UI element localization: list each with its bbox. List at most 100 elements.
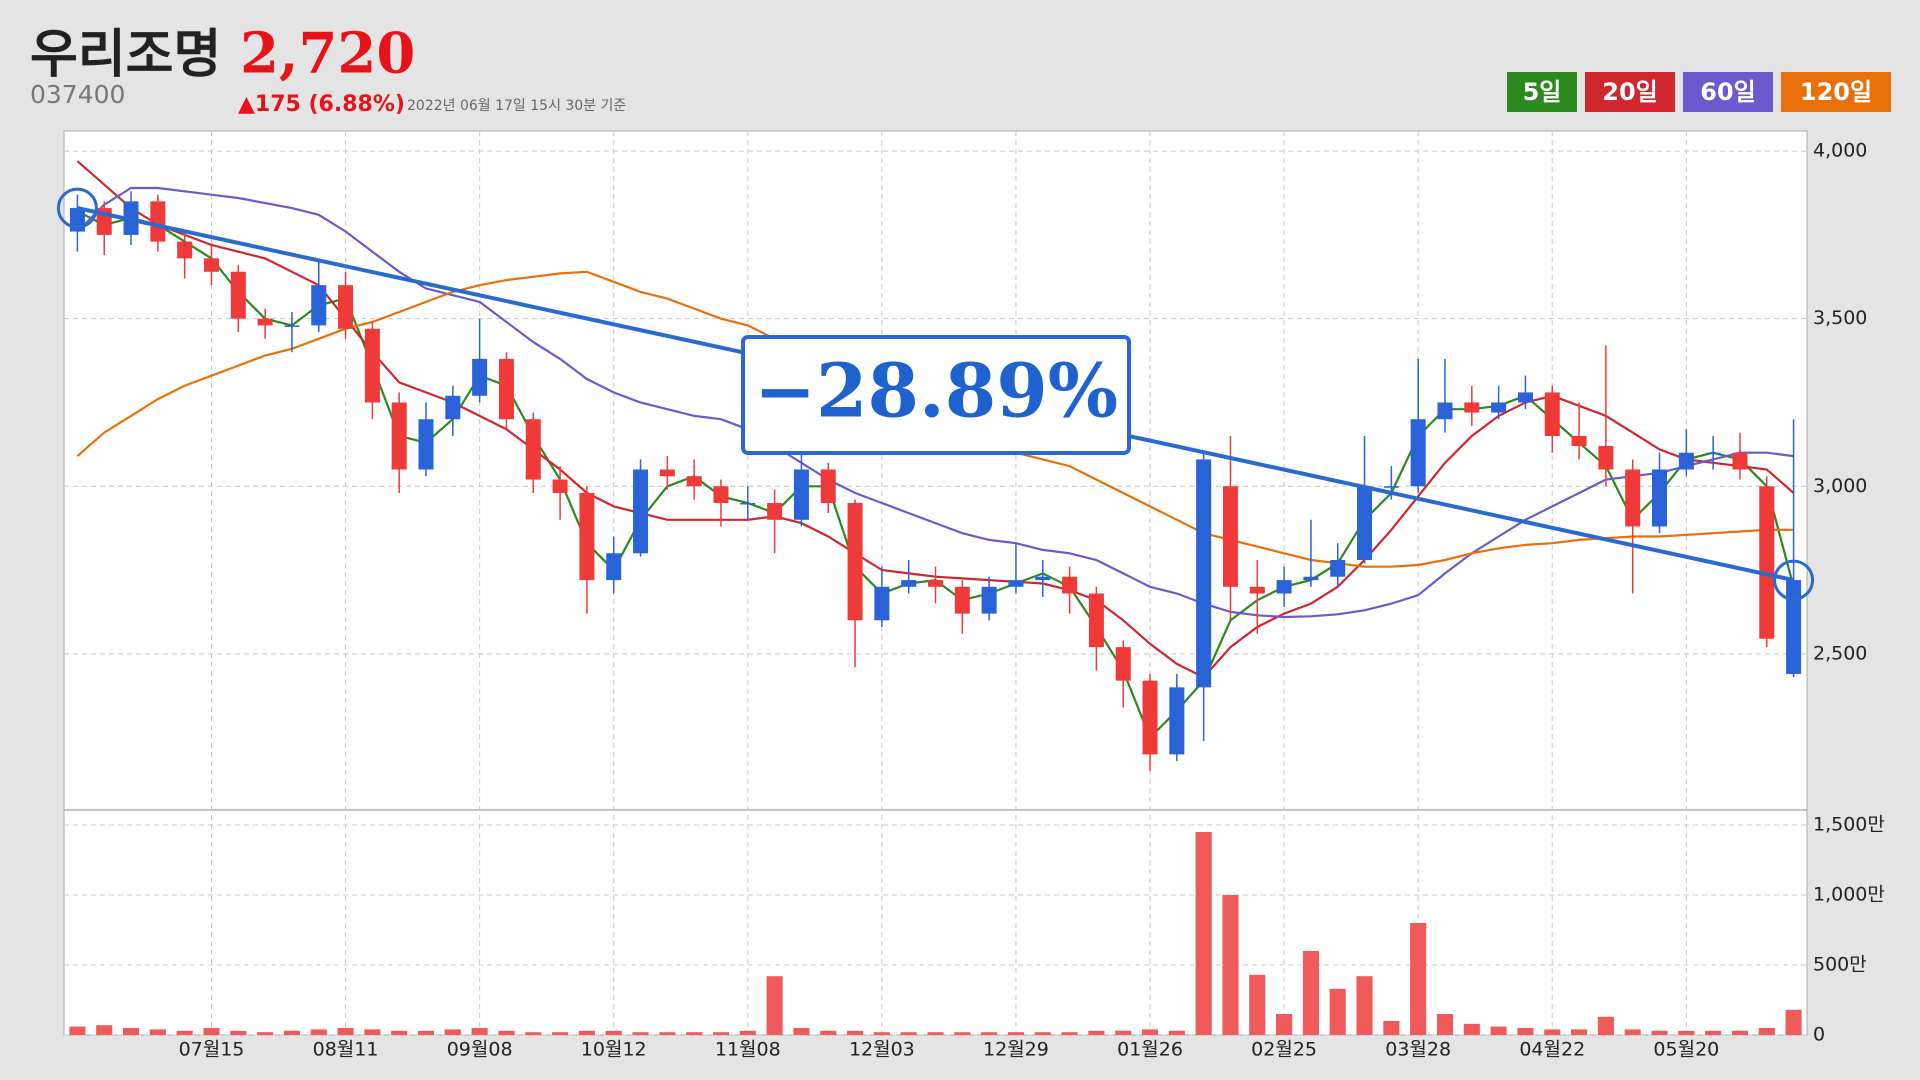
candle-body — [1196, 459, 1212, 688]
candle-body — [1357, 486, 1373, 560]
candle-body — [1517, 392, 1533, 403]
chart-title: 우리조명 — [30, 25, 221, 85]
y2-tick-label: 500만 — [1813, 954, 1867, 976]
annotation-box — [741, 335, 1131, 455]
volume-bar — [149, 1029, 166, 1035]
volume-bar — [1249, 974, 1266, 1035]
candle-body — [793, 469, 809, 520]
x-tick-label: 02월25 — [1251, 1039, 1317, 1061]
volume-bar — [1222, 895, 1239, 1035]
candle-body — [177, 241, 193, 259]
volume-bar — [1731, 1030, 1749, 1035]
volume-bar — [1705, 1030, 1722, 1035]
candle-body — [927, 580, 944, 587]
volume-bar — [1571, 1029, 1588, 1035]
candle-body — [1491, 402, 1507, 413]
trend-end-marker — [1773, 559, 1815, 601]
candle-body — [1410, 419, 1426, 487]
candle-body — [686, 476, 702, 487]
candle-body — [203, 258, 219, 272]
volume-bar — [1785, 1009, 1802, 1035]
candle-body — [1088, 593, 1104, 648]
volume-bar — [927, 1032, 944, 1035]
candle-body — [1652, 469, 1668, 527]
legend-label: 20일 — [1602, 78, 1657, 106]
legend-swatch — [1781, 72, 1891, 112]
ma-line — [76, 186, 1794, 619]
volume-bar — [203, 1028, 220, 1035]
volume-bar — [364, 1029, 381, 1035]
candle-body — [606, 553, 622, 581]
legend-label: 5일 — [1523, 78, 1562, 106]
candle-body — [552, 479, 568, 493]
candle-body — [1598, 446, 1614, 470]
volume-bar — [820, 1030, 837, 1035]
volume-bar — [176, 1030, 193, 1035]
x-tick-label: 03월28 — [1385, 1039, 1451, 1061]
x-tick-label: 11월08 — [715, 1039, 781, 1061]
candle-body — [1383, 486, 1399, 488]
candle-body — [1544, 392, 1560, 436]
candle-body — [1222, 486, 1238, 587]
volume-bar — [766, 976, 783, 1035]
candle-body — [1062, 576, 1078, 594]
volume-bar — [686, 1032, 703, 1035]
candle-body — [767, 503, 783, 520]
volume-bar — [1678, 1030, 1695, 1035]
candle-body — [1705, 452, 1721, 455]
volume-bar — [1463, 1023, 1480, 1035]
volume-bar — [1061, 1032, 1078, 1035]
volume-bar — [1410, 923, 1427, 1035]
volume-bar — [1168, 1030, 1185, 1035]
y2-tick-label: 1,500만 — [1813, 814, 1885, 836]
candle-body — [338, 285, 354, 329]
candle-body — [230, 271, 246, 319]
candle-body — [981, 586, 997, 614]
x-tick-label: 04월22 — [1519, 1039, 1585, 1061]
candle-body — [713, 486, 729, 504]
volume-bar — [1758, 1028, 1775, 1035]
volume-bar — [1034, 1032, 1051, 1035]
candle-body — [472, 358, 488, 396]
volume-bar — [981, 1032, 998, 1035]
volume-bar — [1624, 1029, 1641, 1035]
volume-bar — [578, 1030, 595, 1035]
candle-body — [445, 395, 461, 420]
volume-bar — [1276, 1014, 1293, 1035]
legend: 5일 20일 60일 120일 — [1507, 72, 1891, 112]
candle-body — [820, 469, 836, 504]
volume-bar — [954, 1032, 971, 1035]
candle-body — [1786, 580, 1802, 674]
candle-body — [579, 492, 595, 581]
candle-body — [1276, 580, 1292, 594]
volume-bar — [1007, 1032, 1024, 1035]
candle-body — [1008, 580, 1024, 587]
volume-bar — [1383, 1021, 1400, 1035]
volume-bar — [659, 1032, 676, 1035]
candle-body — [1437, 402, 1453, 420]
candle-body — [418, 419, 434, 470]
volume-bar — [337, 1028, 354, 1035]
volume-bar — [712, 1032, 730, 1035]
candle-body — [498, 358, 514, 420]
x-tick-label: 12월03 — [849, 1039, 915, 1061]
y-tick-label: 3,000 — [1813, 475, 1867, 497]
volume-bar — [552, 1032, 569, 1035]
candle-body — [1249, 586, 1265, 594]
volume-bar — [283, 1030, 300, 1035]
candle-body — [740, 503, 756, 505]
timestamp: 2022년 06월 17일 15시 30분 기준 — [407, 98, 626, 114]
candle-body — [525, 419, 541, 480]
code: 037400 — [30, 80, 125, 109]
legend-label: 60일 — [1700, 78, 1755, 106]
trend-start-marker — [56, 187, 98, 229]
volume-bar — [1141, 1029, 1159, 1035]
volume-bar — [525, 1032, 542, 1035]
candle-body — [847, 503, 863, 621]
candle-body — [284, 325, 300, 327]
volume-bar — [444, 1029, 461, 1035]
volume-bar — [391, 1030, 408, 1035]
volume-bar — [1356, 976, 1373, 1035]
volume-bar — [1195, 832, 1212, 1035]
